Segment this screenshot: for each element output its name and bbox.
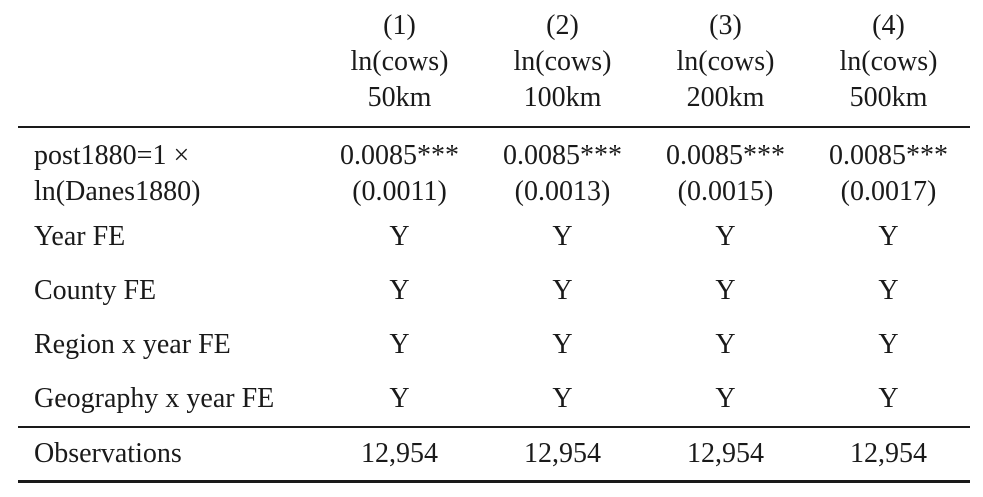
- fe-indicator: Y: [715, 275, 736, 306]
- column-number: (3): [709, 10, 742, 41]
- standard-error-value: (0.0015): [677, 176, 774, 207]
- fe-row-geography-year: Geography x year FE Y Y Y Y: [18, 372, 970, 427]
- column-radius: 50km: [367, 82, 432, 113]
- fe-row-label: Year FE: [34, 221, 126, 252]
- fe-indicator: Y: [552, 275, 573, 306]
- fe-row-region-year: Region x year FE Y Y Y Y: [18, 318, 970, 372]
- fe-indicator: Y: [878, 275, 899, 306]
- fe-indicator: Y: [878, 329, 899, 360]
- observations-row: Observations 12,954 12,954 12,954 12,954: [18, 427, 970, 482]
- column-header-1: (1) ln(cows) 50km: [318, 0, 481, 127]
- column-depvar: ln(cows): [676, 46, 775, 77]
- fe-row-label: Geography x year FE: [34, 383, 275, 414]
- column-number: (4): [872, 10, 905, 41]
- standard-error-value: (0.0017): [840, 176, 937, 207]
- observations-value: 12,954: [687, 438, 764, 469]
- regression-table-container: (1) ln(cows) 50km (2) ln(cows) 100km (3)…: [18, 0, 970, 483]
- fe-indicator: Y: [878, 383, 899, 414]
- column-number: (2): [546, 10, 579, 41]
- estimate-value: 0.0085***: [666, 140, 785, 171]
- observations-value: 12,954: [850, 438, 927, 469]
- column-depvar: ln(cows): [350, 46, 449, 77]
- estimate-value: 0.0085***: [503, 140, 622, 171]
- fe-indicator: Y: [552, 221, 573, 252]
- fe-indicator: Y: [878, 221, 899, 252]
- regression-table: (1) ln(cows) 50km (2) ln(cows) 100km (3)…: [18, 0, 970, 483]
- column-radius: 100km: [523, 82, 602, 113]
- fe-indicator: Y: [552, 383, 573, 414]
- standard-error-value: (0.0011): [352, 176, 447, 207]
- fe-indicator: Y: [389, 275, 410, 306]
- column-header-2: (2) ln(cows) 100km: [481, 0, 644, 127]
- observations-value: 12,954: [524, 438, 601, 469]
- coefficient-cell-3: 0.0085*** (0.0015): [644, 127, 807, 210]
- fe-indicator: Y: [389, 221, 410, 252]
- column-number: (1): [383, 10, 416, 41]
- column-depvar: ln(cows): [513, 46, 612, 77]
- fe-row-county: County FE Y Y Y Y: [18, 264, 970, 318]
- fe-indicator: Y: [715, 329, 736, 360]
- coefficient-cell-2: 0.0085*** (0.0013): [481, 127, 644, 210]
- coefficient-label: post1880=1 × ln(Danes1880): [18, 127, 318, 210]
- coefficient-cell-1: 0.0085*** (0.0011): [318, 127, 481, 210]
- observations-label: Observations: [34, 438, 182, 469]
- fe-indicator: Y: [552, 329, 573, 360]
- estimate-value: 0.0085***: [829, 140, 948, 171]
- coefficient-cell-4: 0.0085*** (0.0017): [807, 127, 970, 210]
- fe-row-label: Region x year FE: [34, 329, 231, 360]
- coefficient-label-line2: ln(Danes1880): [34, 176, 201, 207]
- table-body: post1880=1 × ln(Danes1880) 0.0085*** (0.…: [18, 127, 970, 482]
- fe-indicator: Y: [389, 383, 410, 414]
- fe-indicator: Y: [389, 329, 410, 360]
- estimate-value: 0.0085***: [340, 140, 459, 171]
- column-radius: 500km: [849, 82, 928, 113]
- header-stub: [18, 0, 318, 127]
- fe-indicator: Y: [715, 221, 736, 252]
- column-radius: 200km: [686, 82, 765, 113]
- column-header-4: (4) ln(cows) 500km: [807, 0, 970, 127]
- header-row: (1) ln(cows) 50km (2) ln(cows) 100km (3)…: [18, 0, 970, 127]
- column-depvar: ln(cows): [839, 46, 938, 77]
- fe-indicator: Y: [715, 383, 736, 414]
- table-header: (1) ln(cows) 50km (2) ln(cows) 100km (3)…: [18, 0, 970, 127]
- fe-row-year: Year FE Y Y Y Y: [18, 210, 970, 264]
- coefficient-row: post1880=1 × ln(Danes1880) 0.0085*** (0.…: [18, 127, 970, 210]
- standard-error-value: (0.0013): [514, 176, 611, 207]
- column-header-3: (3) ln(cows) 200km: [644, 0, 807, 127]
- observations-value: 12,954: [361, 438, 438, 469]
- coefficient-label-line1: post1880=1 ×: [34, 140, 190, 171]
- fe-row-label: County FE: [34, 275, 157, 306]
